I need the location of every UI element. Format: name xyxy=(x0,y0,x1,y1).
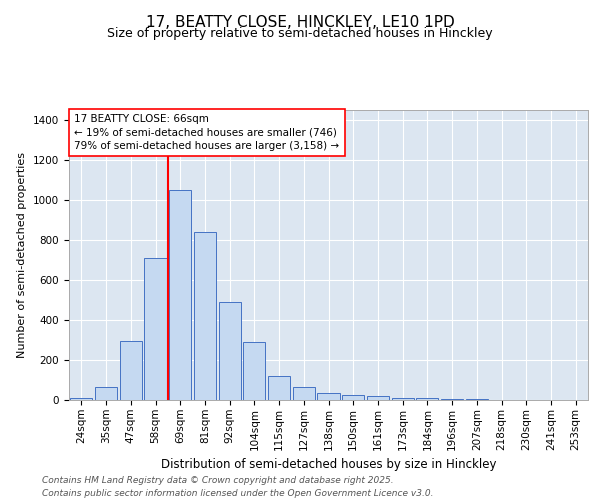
Text: Contains HM Land Registry data © Crown copyright and database right 2025.: Contains HM Land Registry data © Crown c… xyxy=(42,476,394,485)
Text: Size of property relative to semi-detached houses in Hinckley: Size of property relative to semi-detach… xyxy=(107,28,493,40)
Y-axis label: Number of semi-detached properties: Number of semi-detached properties xyxy=(17,152,28,358)
X-axis label: Distribution of semi-detached houses by size in Hinckley: Distribution of semi-detached houses by … xyxy=(161,458,496,471)
Bar xyxy=(392,398,414,400)
Bar xyxy=(194,232,216,400)
Bar xyxy=(317,393,340,400)
Text: 17 BEATTY CLOSE: 66sqm
← 19% of semi-detached houses are smaller (746)
79% of se: 17 BEATTY CLOSE: 66sqm ← 19% of semi-det… xyxy=(74,114,340,151)
Bar xyxy=(169,190,191,400)
Bar xyxy=(293,387,315,400)
Bar xyxy=(342,395,364,400)
Bar xyxy=(145,258,167,400)
Bar xyxy=(70,398,92,400)
Text: 17, BEATTY CLOSE, HINCKLEY, LE10 1PD: 17, BEATTY CLOSE, HINCKLEY, LE10 1PD xyxy=(146,15,454,30)
Bar xyxy=(218,302,241,400)
Bar xyxy=(416,398,439,400)
Bar xyxy=(268,376,290,400)
Bar xyxy=(119,341,142,400)
Bar xyxy=(243,342,265,400)
Bar xyxy=(441,399,463,400)
Text: Contains public sector information licensed under the Open Government Licence v3: Contains public sector information licen… xyxy=(42,489,433,498)
Bar xyxy=(367,396,389,400)
Bar xyxy=(95,387,117,400)
